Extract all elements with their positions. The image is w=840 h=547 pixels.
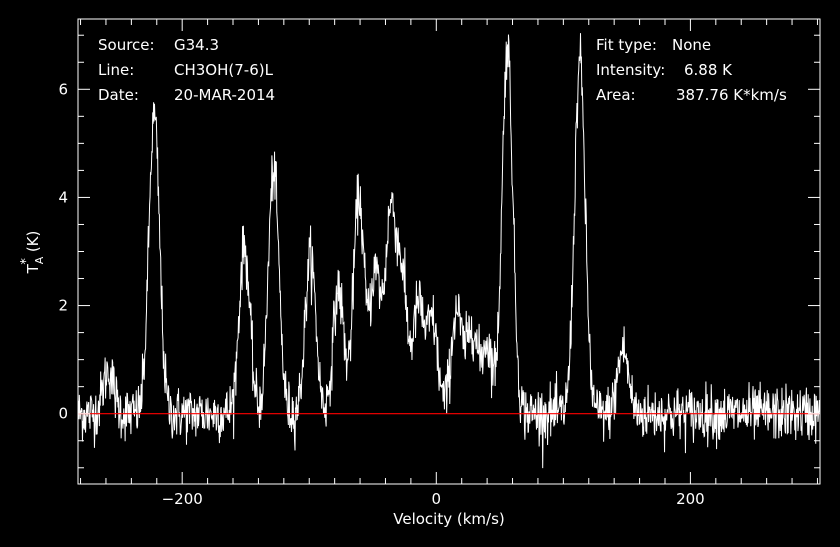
- svg-text:TA*(K): TA* (K): [19, 231, 46, 275]
- y-tick-label: 4: [58, 188, 68, 206]
- info-line-value: CH3OH(7-6)L: [174, 61, 274, 79]
- axis-ticks: −200 0 200 0 2 4 6: [58, 19, 820, 508]
- y-tick-label: 0: [58, 405, 68, 423]
- y-axis-label-sub: A: [33, 256, 46, 264]
- info-area-value: 387.76 K*km/s: [676, 86, 787, 104]
- x-tick-label: 0: [432, 490, 442, 508]
- x-axis-label: Velocity (km/s): [393, 510, 504, 528]
- y-axis-label-main: T: [24, 263, 42, 274]
- x-tick-label: 200: [676, 490, 705, 508]
- info-fit-label: Fit type:: [596, 36, 657, 54]
- y-tick-label: 6: [58, 80, 68, 98]
- info-date-value: 20-MAR-2014: [174, 86, 275, 104]
- info-date-label: Date:: [98, 86, 139, 104]
- y-axis-label-unit: (K): [24, 231, 42, 253]
- info-line-label: Line:: [98, 61, 134, 79]
- info-block-right: Fit type: None Intensity: 6.88 K Area: 3…: [596, 36, 787, 104]
- info-area-label: Area:: [596, 86, 636, 104]
- info-intensity-value: 6.88 K: [684, 61, 733, 79]
- info-source-value: G34.3: [174, 36, 219, 54]
- info-fit-value: None: [672, 36, 711, 54]
- info-block-left: Source: G34.3 Line: CH3OH(7-6)L Date: 20…: [98, 36, 275, 104]
- info-intensity-label: Intensity:: [596, 61, 665, 79]
- info-source-label: Source:: [98, 36, 155, 54]
- y-axis-label: TA* (K): [19, 231, 46, 275]
- y-tick-label: 2: [58, 297, 68, 315]
- x-tick-label: −200: [162, 490, 203, 508]
- y-axis-label-sup: *: [19, 258, 34, 265]
- spectrum-line: [78, 33, 820, 469]
